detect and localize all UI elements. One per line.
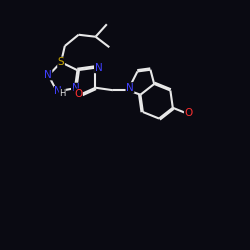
Text: S: S [58, 57, 64, 67]
Text: N: N [126, 83, 134, 93]
Text: N: N [44, 70, 52, 80]
Text: N: N [54, 86, 62, 97]
Text: O: O [74, 89, 82, 99]
Text: N: N [94, 63, 102, 73]
Text: H: H [59, 89, 66, 98]
Text: N: N [72, 83, 79, 93]
Text: O: O [184, 108, 193, 118]
